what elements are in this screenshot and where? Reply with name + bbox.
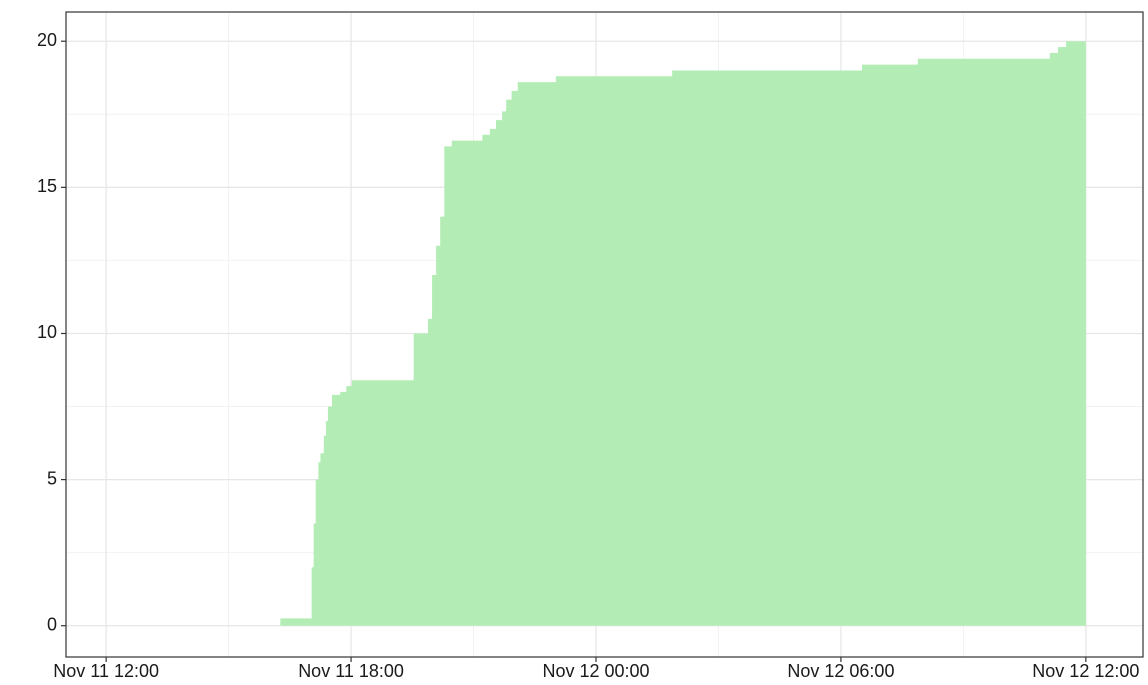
y-tick-label: 10 — [37, 322, 57, 342]
y-tick-label: 15 — [37, 176, 57, 196]
x-tick-label: Nov 12 12:00 — [1032, 661, 1139, 681]
panel-border — [65, 11, 1144, 658]
x-tick-label: Nov 11 18:00 — [298, 661, 404, 681]
x-tick-label: Nov 11 12:00 — [53, 661, 159, 681]
y-tick-label: 0 — [47, 614, 57, 634]
y-tick-label: 20 — [37, 30, 57, 50]
area — [238, 41, 1086, 626]
x-tick-label: Nov 12 00:00 — [542, 661, 649, 681]
y-tick-label: 5 — [47, 468, 57, 488]
x-tick-label: Nov 12 06:00 — [787, 661, 894, 681]
